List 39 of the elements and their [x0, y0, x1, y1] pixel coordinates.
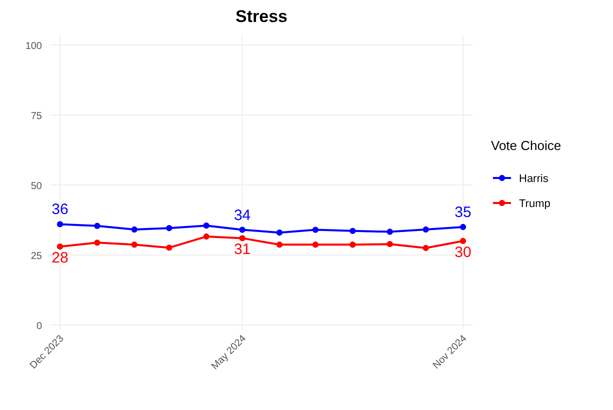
chart-title: Stress	[236, 7, 288, 26]
y-tick-label: 0	[36, 321, 42, 332]
point	[131, 242, 138, 248]
y-tick-label: 50	[30, 181, 42, 192]
point	[166, 244, 172, 251]
point	[460, 224, 466, 230]
point	[131, 226, 138, 233]
point	[203, 233, 210, 240]
point	[94, 222, 100, 229]
point	[312, 242, 319, 248]
point	[166, 225, 172, 232]
point	[56, 221, 64, 228]
point	[203, 222, 210, 229]
data-label: 35	[454, 204, 472, 221]
point	[56, 244, 64, 250]
y-tick-label: 75	[30, 111, 42, 122]
point	[94, 240, 100, 246]
point	[386, 240, 393, 248]
point	[312, 226, 319, 233]
legend-label: Trump	[519, 198, 550, 210]
legend-title: Vote Choice	[491, 138, 562, 153]
legend-label: Harris	[519, 173, 549, 185]
point	[276, 242, 283, 248]
point	[460, 238, 466, 244]
point	[386, 228, 393, 235]
point	[422, 226, 429, 233]
point	[239, 235, 246, 242]
y-tick-label: 100	[25, 41, 42, 52]
point	[350, 228, 356, 234]
data-label: 30	[454, 244, 472, 261]
data-label: 36	[52, 201, 68, 218]
data-label: 34	[234, 206, 251, 224]
point	[276, 230, 283, 236]
data-label: 28	[52, 250, 68, 267]
point	[239, 226, 246, 233]
y-tick-label: 25	[30, 251, 42, 262]
data-label: 31	[234, 241, 251, 258]
point	[350, 242, 356, 248]
point	[422, 244, 429, 252]
